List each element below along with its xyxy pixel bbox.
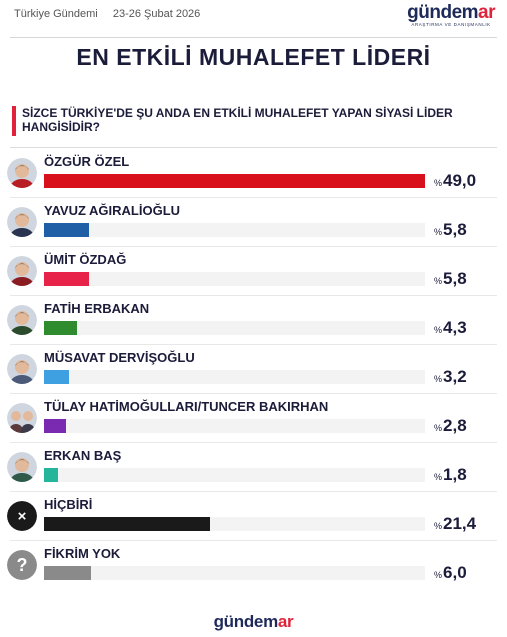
value-number: 49,0 <box>443 171 477 190</box>
value-label: %5,8 <box>434 220 467 240</box>
avatar <box>7 403 37 433</box>
bar-track <box>44 223 425 237</box>
category-label: FİKRİM YOK <box>44 546 121 561</box>
percent-sign: % <box>434 570 443 580</box>
bar <box>44 517 211 531</box>
avatar <box>7 354 37 384</box>
question-divider <box>10 147 497 148</box>
category-label: YAVUZ AĞIRALİOĞLU <box>44 203 181 218</box>
value-label: %1,8 <box>434 465 467 485</box>
value-number: 2,8 <box>443 416 467 435</box>
chart-row: YAVUZ AĞIRALİOĞLU %5,8 <box>0 199 507 247</box>
percent-sign: % <box>434 521 443 531</box>
survey-date: 23-26 Şubat 2026 <box>112 8 201 20</box>
chart-row: × HİÇBİRİ %21,4 <box>0 493 507 541</box>
row-divider <box>10 295 497 296</box>
bar-track <box>44 321 425 335</box>
percent-sign: % <box>434 423 443 433</box>
brand-main: gündem <box>407 2 479 23</box>
bar-track <box>44 419 425 433</box>
percent-sign: % <box>434 325 443 335</box>
bar-track <box>44 370 425 384</box>
percent-sign: % <box>434 374 443 384</box>
chart-row: ÜMİT ÖZDAĞ %5,8 <box>0 248 507 296</box>
value-number: 5,8 <box>443 220 467 239</box>
bar-track <box>44 272 425 286</box>
value-number: 1,8 <box>443 465 467 484</box>
value-label: %3,2 <box>434 367 467 387</box>
brand-logo: gündemar ARAŞTIRMA VE DANIŞMANLIK <box>407 2 495 27</box>
avatar <box>7 256 37 286</box>
percent-sign: % <box>434 472 443 482</box>
source-line: Türkiye Gündemi 23-26 Şubat 2026 <box>14 8 200 20</box>
footer-brand-accent: ar <box>277 612 294 631</box>
bar <box>44 566 91 580</box>
bar-track <box>44 517 425 531</box>
bar <box>44 223 90 237</box>
value-number: 6,0 <box>443 563 467 582</box>
x-icon: × <box>7 501 37 531</box>
header-divider <box>10 37 497 38</box>
percent-sign: % <box>434 276 443 286</box>
question-block: SİZCE TÜRKİYE'DE ŞU ANDA EN ETKİLİ MUHAL… <box>12 104 498 140</box>
row-divider <box>10 246 497 247</box>
row-divider <box>10 491 497 492</box>
svg-text:?: ? <box>17 555 28 575</box>
row-divider <box>10 197 497 198</box>
chart-row: TÜLAY HATİMOĞULLARI/TUNCER BAKIRHAN %2,8 <box>0 395 507 443</box>
bar <box>44 419 66 433</box>
avatar <box>7 207 37 237</box>
bar <box>44 370 69 384</box>
svg-text:×: × <box>18 508 27 525</box>
value-label: %6,0 <box>434 563 467 583</box>
value-number: 5,8 <box>443 269 467 288</box>
percent-sign: % <box>434 227 443 237</box>
bar <box>44 174 425 188</box>
question-accent-bar <box>12 106 16 136</box>
category-label: MÜSAVAT DERVİŞOĞLU <box>44 350 195 365</box>
page-title: EN ETKİLİ MUHALEFET LİDERİ <box>76 44 431 70</box>
row-divider <box>10 442 497 443</box>
value-number: 21,4 <box>443 514 477 533</box>
category-label: ERKAN BAŞ <box>44 448 122 463</box>
category-label: HİÇBİRİ <box>44 497 93 512</box>
avatar <box>7 452 37 482</box>
chart-row: ? FİKRİM YOK %6,0 <box>0 542 507 590</box>
bar-track <box>44 566 425 580</box>
row-divider <box>10 393 497 394</box>
bar-track <box>44 468 425 482</box>
row-divider <box>10 540 497 541</box>
value-label: %21,4 <box>434 514 476 534</box>
value-number: 4,3 <box>443 318 467 337</box>
category-label: ÖZGÜR ÖZEL <box>44 154 130 169</box>
chart-row: FATİH ERBAKAN %4,3 <box>0 297 507 345</box>
footer-brand-main: gündem <box>213 612 279 631</box>
brand-accent: ar <box>478 2 495 23</box>
value-label: %2,8 <box>434 416 467 436</box>
bar <box>44 272 90 286</box>
chart-row: MÜSAVAT DERVİŞOĞLU %3,2 <box>0 346 507 394</box>
chart-row: ÖZGÜR ÖZEL %49,0 <box>0 150 507 198</box>
bar-track <box>44 174 425 188</box>
footer-logo: gündemar <box>0 612 507 632</box>
category-label: FATİH ERBAKAN <box>44 301 150 316</box>
row-divider <box>10 344 497 345</box>
category-label: TÜLAY HATİMOĞULLARI/TUNCER BAKIRHAN <box>44 399 329 414</box>
bar <box>44 321 78 335</box>
chart-row: ERKAN BAŞ %1,8 <box>0 444 507 492</box>
category-label: ÜMİT ÖZDAĞ <box>44 252 127 267</box>
source-label: Türkiye Gündemi <box>14 8 98 20</box>
question-icon: ? <box>7 550 37 580</box>
value-label: %4,3 <box>434 318 467 338</box>
value-number: 3,2 <box>443 367 467 386</box>
avatar <box>7 158 37 188</box>
value-label: %49,0 <box>434 171 476 191</box>
percent-sign: % <box>434 178 443 188</box>
top-bar: Türkiye Gündemi 23-26 Şubat 2026 gündema… <box>0 0 507 36</box>
value-label: %5,8 <box>434 269 467 289</box>
question-text: SİZCE TÜRKİYE'DE ŞU ANDA EN ETKİLİ MUHAL… <box>22 106 453 134</box>
bar <box>44 468 58 482</box>
avatar <box>7 305 37 335</box>
brand-tagline: ARAŞTIRMA VE DANIŞMANLIK <box>411 22 491 27</box>
